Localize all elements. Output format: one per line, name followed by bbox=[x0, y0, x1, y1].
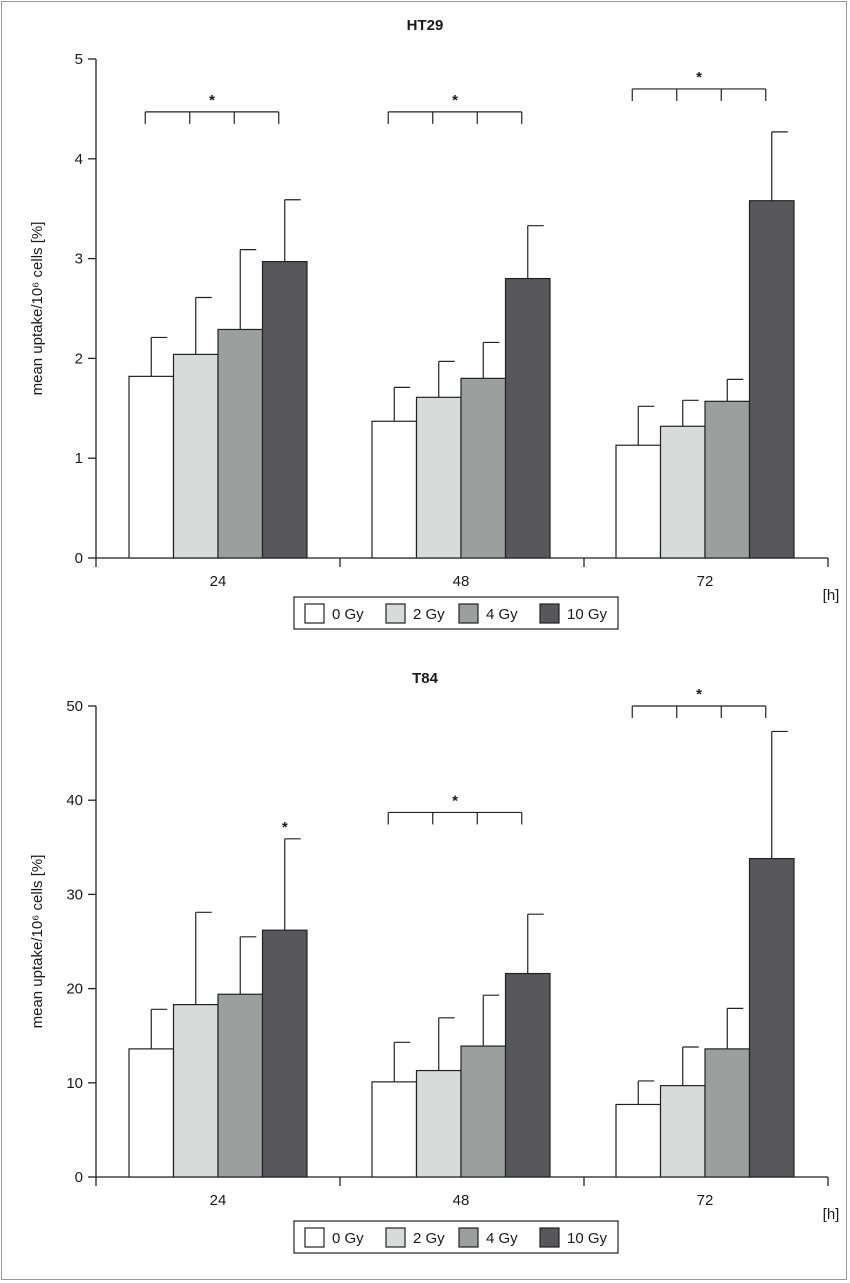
y-axis-label: mean uptake/10⁶ cells [%] bbox=[29, 222, 46, 396]
y-tick-label: 40 bbox=[66, 792, 83, 809]
bar-0gy-24h bbox=[128, 375, 175, 559]
chart-1: T84 mean uptake/10⁶ cells [%] 0 10 20 30 40 50 2… bbox=[29, 670, 840, 1254]
legend-label: 2 Gy bbox=[413, 606, 445, 623]
legend-box bbox=[293, 1220, 619, 1254]
bar-4gy-24h bbox=[217, 328, 264, 559]
bar-4gy-72h bbox=[704, 400, 751, 559]
y-tick-label: 5 bbox=[75, 51, 83, 68]
legend: 0 Gy 2 Gy 4 Gy 10 Gy bbox=[293, 596, 619, 630]
legend-swatch bbox=[458, 603, 479, 624]
y-tick-label: 20 bbox=[66, 981, 83, 998]
y-tick-label: 0 bbox=[75, 550, 83, 567]
legend-label: 10 Gy bbox=[567, 1230, 608, 1247]
chart-0: HT29 mean uptake/10⁶ cells [%] 0 1 2 3 4 5 24 48 7… bbox=[29, 17, 840, 630]
x-category-label: 24 bbox=[210, 1192, 227, 1209]
bar-2gy-72h bbox=[659, 1085, 706, 1178]
legend: 0 Gy 2 Gy 4 Gy 10 Gy bbox=[293, 1220, 619, 1254]
y-tick-label: 50 bbox=[66, 698, 83, 715]
legend-swatch bbox=[385, 1227, 406, 1248]
y-tick-label: 4 bbox=[75, 151, 83, 168]
bar-10gy-24h bbox=[261, 929, 308, 1178]
y-tick-label: 10 bbox=[66, 1075, 83, 1092]
legend-swatch bbox=[539, 603, 560, 624]
significance-star: * bbox=[696, 69, 702, 86]
bar-0gy-72h bbox=[615, 1103, 662, 1178]
bar-2gy-48h bbox=[415, 1069, 462, 1178]
significance-star: * bbox=[282, 819, 288, 836]
x-category-label: 24 bbox=[210, 573, 227, 590]
x-category-label: 72 bbox=[697, 573, 714, 590]
legend-label: 0 Gy bbox=[332, 1230, 364, 1247]
y-tick-label: 2 bbox=[75, 350, 83, 367]
bar-10gy-72h bbox=[748, 200, 795, 559]
significance-bracket: * bbox=[631, 69, 767, 101]
significance-star: * bbox=[696, 686, 702, 703]
legend-swatch bbox=[385, 603, 406, 624]
bar-0gy-24h bbox=[128, 1048, 175, 1178]
bar-10gy-48h bbox=[504, 277, 551, 559]
x-category-label: 48 bbox=[453, 1192, 470, 1209]
bar-2gy-72h bbox=[659, 425, 706, 559]
bar-2gy-24h bbox=[172, 353, 219, 559]
bar-10gy-24h bbox=[261, 260, 308, 559]
legend-swatch bbox=[539, 1227, 560, 1248]
y-tick-label: 3 bbox=[75, 251, 83, 268]
significance-bracket: * bbox=[144, 92, 280, 124]
bar-4gy-48h bbox=[460, 377, 507, 559]
bar-0gy-48h bbox=[371, 1081, 418, 1178]
legend-swatch bbox=[304, 1227, 325, 1248]
significance-star: * bbox=[452, 92, 458, 109]
significance-bracket: * bbox=[387, 792, 523, 825]
y-tick-label: 1 bbox=[75, 450, 83, 467]
bar-4gy-48h bbox=[460, 1045, 507, 1178]
chart-title: T84 bbox=[412, 670, 439, 687]
y-axis-label: mean uptake/10⁶ cells [%] bbox=[29, 855, 46, 1029]
x-category-label: 48 bbox=[453, 573, 470, 590]
legend-label: 2 Gy bbox=[413, 1230, 445, 1247]
legend-label: 4 Gy bbox=[486, 606, 518, 623]
y-tick-label: 0 bbox=[75, 1169, 83, 1186]
significance-bracket: * bbox=[387, 92, 523, 124]
x-unit-label: [h] bbox=[823, 587, 840, 604]
bar-0gy-48h bbox=[371, 420, 418, 559]
legend-label: 10 Gy bbox=[567, 606, 608, 623]
legend-label: 0 Gy bbox=[332, 606, 364, 623]
significance-star: * bbox=[452, 792, 458, 809]
bar-2gy-48h bbox=[415, 396, 462, 559]
legend-swatch bbox=[304, 603, 325, 624]
significance-bracket: * bbox=[631, 686, 767, 718]
legend-swatch bbox=[458, 1227, 479, 1248]
chart-title: HT29 bbox=[407, 17, 444, 34]
bar-0gy-72h bbox=[615, 444, 662, 559]
legend-box bbox=[293, 596, 619, 630]
bar-4gy-72h bbox=[704, 1048, 751, 1178]
bar-10gy-48h bbox=[504, 972, 551, 1178]
x-unit-label: [h] bbox=[823, 1206, 840, 1223]
x-category-label: 72 bbox=[697, 1192, 714, 1209]
bar-4gy-24h bbox=[217, 993, 264, 1178]
legend-label: 4 Gy bbox=[486, 1230, 518, 1247]
bar-10gy-72h bbox=[748, 858, 795, 1178]
y-tick-label: 30 bbox=[66, 886, 83, 903]
bar-2gy-24h bbox=[172, 1004, 219, 1178]
significance-star: * bbox=[209, 92, 215, 109]
